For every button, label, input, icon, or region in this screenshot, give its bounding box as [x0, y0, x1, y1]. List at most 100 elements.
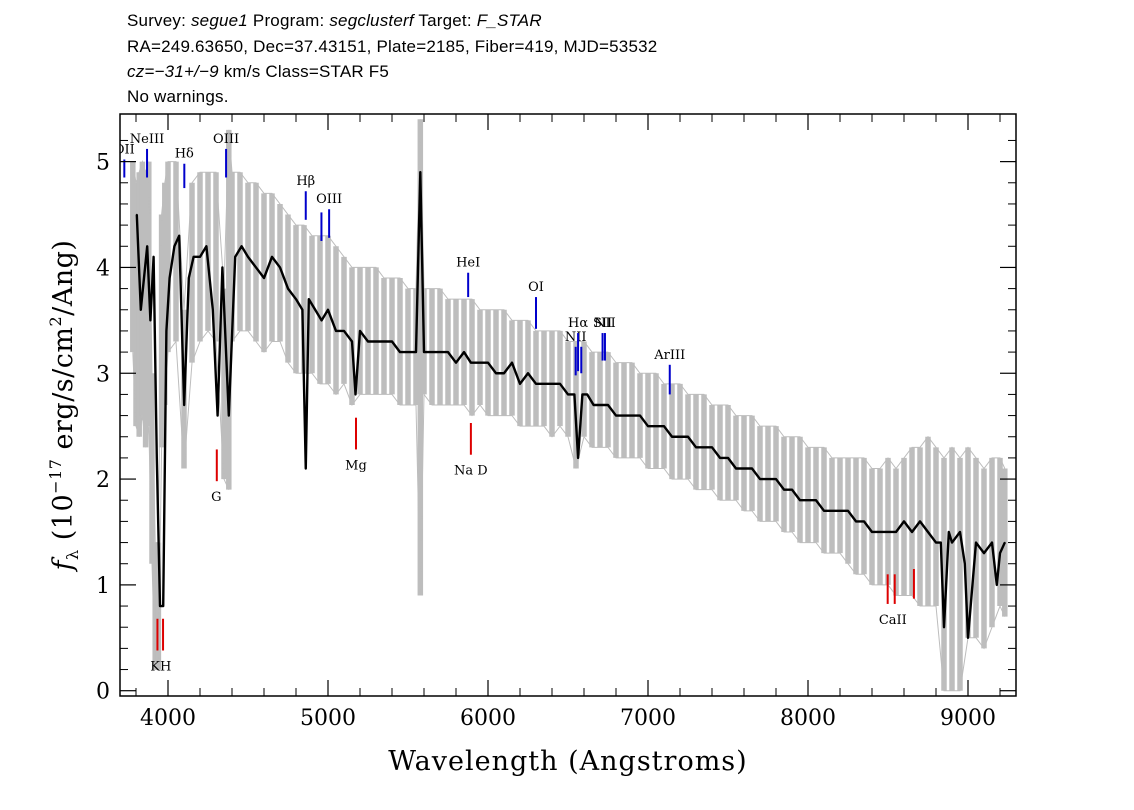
- flux-point-73: [592, 404, 595, 406]
- flux-point-0: [136, 213, 138, 216]
- flux-point-111: [895, 531, 897, 533]
- flux-point-100: [807, 499, 809, 502]
- y-tick-label-1: 1: [96, 574, 110, 599]
- flux-point-60: [503, 372, 505, 375]
- emission-label-Halpha: Hα: [568, 316, 588, 331]
- y-axis-title: fλ (10−17 erg/s/cm2/Ang): [46, 240, 82, 573]
- target-value: F_STAR: [476, 11, 542, 30]
- flux-line: [135, 170, 1006, 639]
- flux-point-29: [287, 287, 289, 290]
- y-axis-units: erg/s/cm: [48, 327, 79, 459]
- flux-point-108: [871, 531, 873, 533]
- flux-point-94: [759, 478, 761, 480]
- flux-point-23: [240, 245, 243, 248]
- flux-point-105: [847, 510, 849, 512]
- flux-point-115: [927, 531, 929, 533]
- flux-point-34: [314, 308, 317, 311]
- flux-point-39: [351, 340, 353, 343]
- flux-point-97: [783, 488, 785, 491]
- x-tick-label-4000: 4000: [140, 706, 196, 731]
- flux-point-126: [991, 541, 993, 544]
- flux-point-89: [719, 457, 721, 459]
- target-label: Target:: [418, 11, 472, 30]
- flux-point-103: [831, 510, 833, 512]
- cz-value: −31+/−9: [154, 62, 219, 81]
- emission-label-Hbeta: Hβ: [296, 174, 315, 189]
- flux-point-129: [1004, 541, 1006, 544]
- y-axis-exponent: −17: [46, 459, 65, 494]
- header-line-3: cz=−31+/−9 km/s Class=STAR F5: [127, 62, 389, 82]
- flux-point-8: [162, 605, 164, 607]
- flux-point-67: [559, 383, 561, 385]
- error-band: [130, 119, 1008, 692]
- emission-label-OII: OII: [114, 143, 135, 158]
- y-axis-close: /Ang): [48, 240, 79, 316]
- y-tick-label-3: 3: [96, 362, 110, 387]
- emission-label-HeI: HeI: [456, 256, 480, 271]
- flux-point-14: [188, 277, 190, 279]
- absorption-label-Mg: Mg: [345, 458, 367, 473]
- flux-point-112: [903, 520, 905, 523]
- flux-point-18: [212, 308, 214, 311]
- flux-series: [135, 170, 1006, 639]
- flux-point-59: [495, 372, 497, 375]
- flux-point-120: [951, 541, 953, 544]
- flux-point-42: [367, 340, 369, 343]
- flux-point-76: [615, 414, 617, 417]
- flux-point-30: [295, 298, 297, 300]
- emission-label-ArIII: ArIII: [653, 348, 685, 363]
- x-tick-label-8000: 8000: [780, 706, 836, 731]
- cz-label: cz=: [127, 62, 155, 81]
- flux-point-16: [199, 256, 201, 258]
- y-tick-label-4: 4: [96, 256, 110, 281]
- emission-label-SII-6731: NII: [594, 316, 616, 331]
- flux-point-35: [320, 319, 323, 322]
- flux-point-27: [271, 256, 273, 258]
- flux-point-50: [423, 351, 425, 353]
- program-label: Program:: [252, 11, 325, 30]
- y-axis-symbol: f: [48, 556, 79, 572]
- flux-point-48: [415, 351, 417, 353]
- flux-point-82: [663, 425, 665, 427]
- flux-point-72: [586, 393, 588, 396]
- header-line-1: Survey: segue1 Program: segclusterf Targ…: [127, 11, 542, 31]
- flux-point-68: [567, 393, 569, 396]
- flux-point-88: [711, 446, 713, 449]
- flux-point-22: [234, 256, 236, 258]
- flux-point-45: [391, 340, 393, 343]
- flux-point-31: [301, 308, 304, 311]
- flux-point-17: [205, 245, 208, 248]
- flux-point-92: [743, 467, 745, 470]
- flux-point-117: [940, 541, 942, 544]
- flux-point-5: [152, 256, 155, 258]
- flux-point-128: [999, 552, 1001, 554]
- flux-point-15: [192, 256, 195, 258]
- flux-point-70: [577, 457, 579, 459]
- flux-point-101: [815, 499, 817, 502]
- flux-point-99: [799, 499, 801, 502]
- flux-point-91: [735, 467, 737, 470]
- flux-point-52: [439, 351, 441, 353]
- flux-point-62: [519, 383, 521, 385]
- flux-point-80: [647, 425, 649, 427]
- program-value: segclusterf: [329, 11, 414, 30]
- axis-ticks: 4000 5000 6000 7000 8000 9000 0 1 2 3 4 5: [96, 114, 1016, 731]
- flux-point-78: [631, 414, 633, 417]
- x-tick-label-9000: 9000: [940, 706, 996, 731]
- flux-point-118: [943, 626, 945, 629]
- absorption-label-CaII: CaII: [879, 613, 907, 628]
- flux-point-53: [447, 351, 449, 353]
- flux-point-4: [149, 319, 152, 322]
- flux-point-28: [279, 266, 281, 269]
- header-line-2: RA=249.63650, Dec=37.43151, Plate=2185, …: [127, 37, 658, 56]
- flux-point-41: [359, 330, 361, 332]
- x-tick-label-5000: 5000: [300, 706, 356, 731]
- flux-point-66: [551, 383, 553, 385]
- flux-point-11: [173, 245, 176, 248]
- flux-point-6: [156, 457, 158, 459]
- flux-point-104: [839, 510, 841, 512]
- x-tick-label-6000: 6000: [460, 706, 516, 731]
- flux-point-1: [140, 308, 142, 311]
- flux-point-87: [703, 446, 705, 449]
- flux-point-38: [343, 330, 345, 332]
